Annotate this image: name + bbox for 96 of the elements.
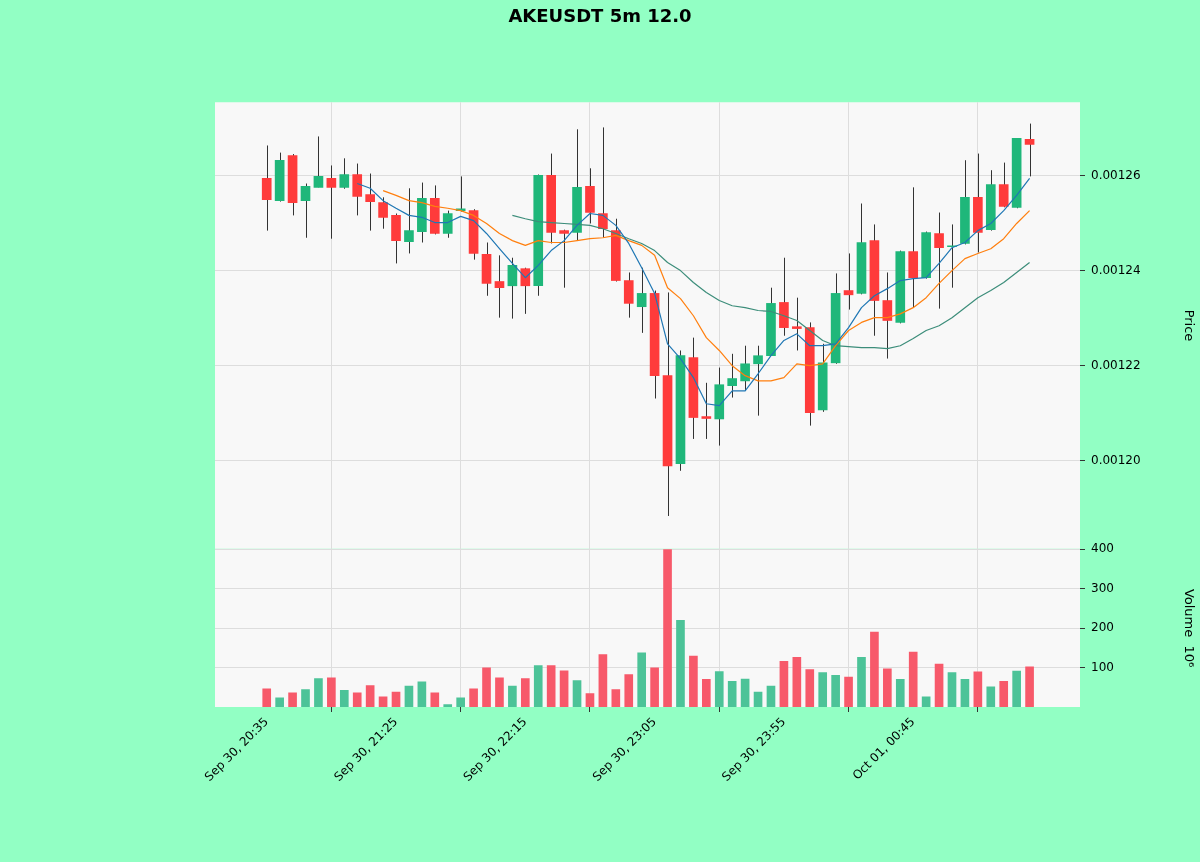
candlestick: [934, 212, 944, 310]
y-tick-label: 0.00124: [1091, 262, 1141, 277]
bar: [404, 685, 414, 707]
bar: [469, 688, 478, 707]
candlestick: [701, 382, 712, 440]
y-tick-label: 0.00122: [1091, 357, 1141, 372]
candlestick: [378, 196, 388, 230]
candlestick: [559, 229, 569, 289]
bar: [546, 665, 556, 707]
candlestick: [494, 254, 505, 319]
bar: [740, 678, 750, 707]
bar: [365, 685, 375, 707]
bar: [624, 674, 634, 707]
bar: [572, 680, 582, 707]
y-tick-label: 300: [1091, 580, 1114, 595]
candlestick: [326, 164, 337, 240]
bar: [650, 667, 659, 707]
bar: [611, 689, 621, 707]
candlestick: [313, 135, 324, 188]
bar: [676, 619, 685, 707]
bar: [986, 686, 996, 707]
bar: [921, 696, 931, 707]
bar: [520, 678, 530, 707]
bar: [456, 697, 465, 707]
candlestick: [339, 157, 350, 190]
candlestick: [623, 271, 634, 319]
chart-title: AKEUSDT 5m 12.0: [507, 5, 693, 26]
bar: [495, 677, 504, 707]
bar: [689, 655, 698, 707]
bar: [831, 675, 840, 707]
bar: [792, 656, 802, 707]
candlestick: [442, 210, 453, 239]
bar: [339, 690, 349, 707]
y-tick-label: 0.00126: [1091, 167, 1141, 182]
bar: [1025, 666, 1034, 707]
y-tick-label: 200: [1091, 620, 1114, 635]
bar: [766, 685, 776, 707]
bar: [844, 676, 853, 707]
candlestick: [404, 187, 414, 254]
bar: [585, 693, 595, 707]
candlestick: [792, 297, 802, 351]
candlestick: [365, 173, 375, 232]
candlestick: [740, 345, 750, 392]
candlestick: [998, 162, 1009, 208]
y-tick-label: 400: [1091, 541, 1114, 556]
bar: [908, 651, 918, 707]
bar: [895, 679, 905, 707]
bar: [391, 691, 401, 707]
candlestick: [727, 353, 738, 399]
bar: [960, 679, 970, 707]
candlestick: [598, 126, 608, 239]
bar: [714, 671, 724, 707]
bar: [301, 689, 310, 707]
bar: [1012, 670, 1021, 707]
bar: [870, 631, 879, 707]
bar: [288, 692, 297, 707]
bar: [934, 663, 944, 707]
candlestick: [261, 144, 272, 232]
bar: [805, 669, 815, 707]
bar: [857, 656, 866, 707]
bar: [883, 668, 892, 707]
bar: [702, 679, 711, 707]
bar: [482, 667, 491, 707]
y-axis-title: Price: [1181, 309, 1197, 342]
bar: [533, 665, 543, 707]
bar: [663, 549, 672, 707]
bar: [417, 681, 427, 707]
candlestick: [300, 183, 311, 239]
bar: [262, 688, 272, 707]
bar: [753, 691, 763, 707]
candlestick: [882, 271, 893, 360]
bar: [352, 692, 362, 707]
bar: [999, 681, 1009, 707]
bar: [314, 678, 323, 707]
bar: [430, 692, 440, 707]
candlestick: [352, 163, 363, 216]
bar: [637, 652, 647, 707]
bar: [327, 677, 336, 707]
bar: [559, 670, 569, 707]
candlestick: [753, 345, 763, 417]
candlestick: [1024, 123, 1035, 177]
y-tick-label: 100: [1091, 659, 1114, 674]
bar: [727, 681, 737, 707]
bar: [378, 696, 388, 707]
bar: [947, 672, 957, 707]
bar: [973, 671, 983, 707]
bar: [508, 685, 517, 707]
bar: [443, 704, 453, 707]
candlestick: [843, 252, 854, 311]
bar: [598, 654, 608, 707]
bar: [275, 697, 284, 707]
bar: [818, 672, 828, 707]
bar: [779, 660, 789, 707]
y-tick-label: 0.00120: [1091, 452, 1141, 467]
y-axis-title: Volume 10⁶: [1181, 588, 1197, 668]
candlestick: [520, 267, 531, 315]
